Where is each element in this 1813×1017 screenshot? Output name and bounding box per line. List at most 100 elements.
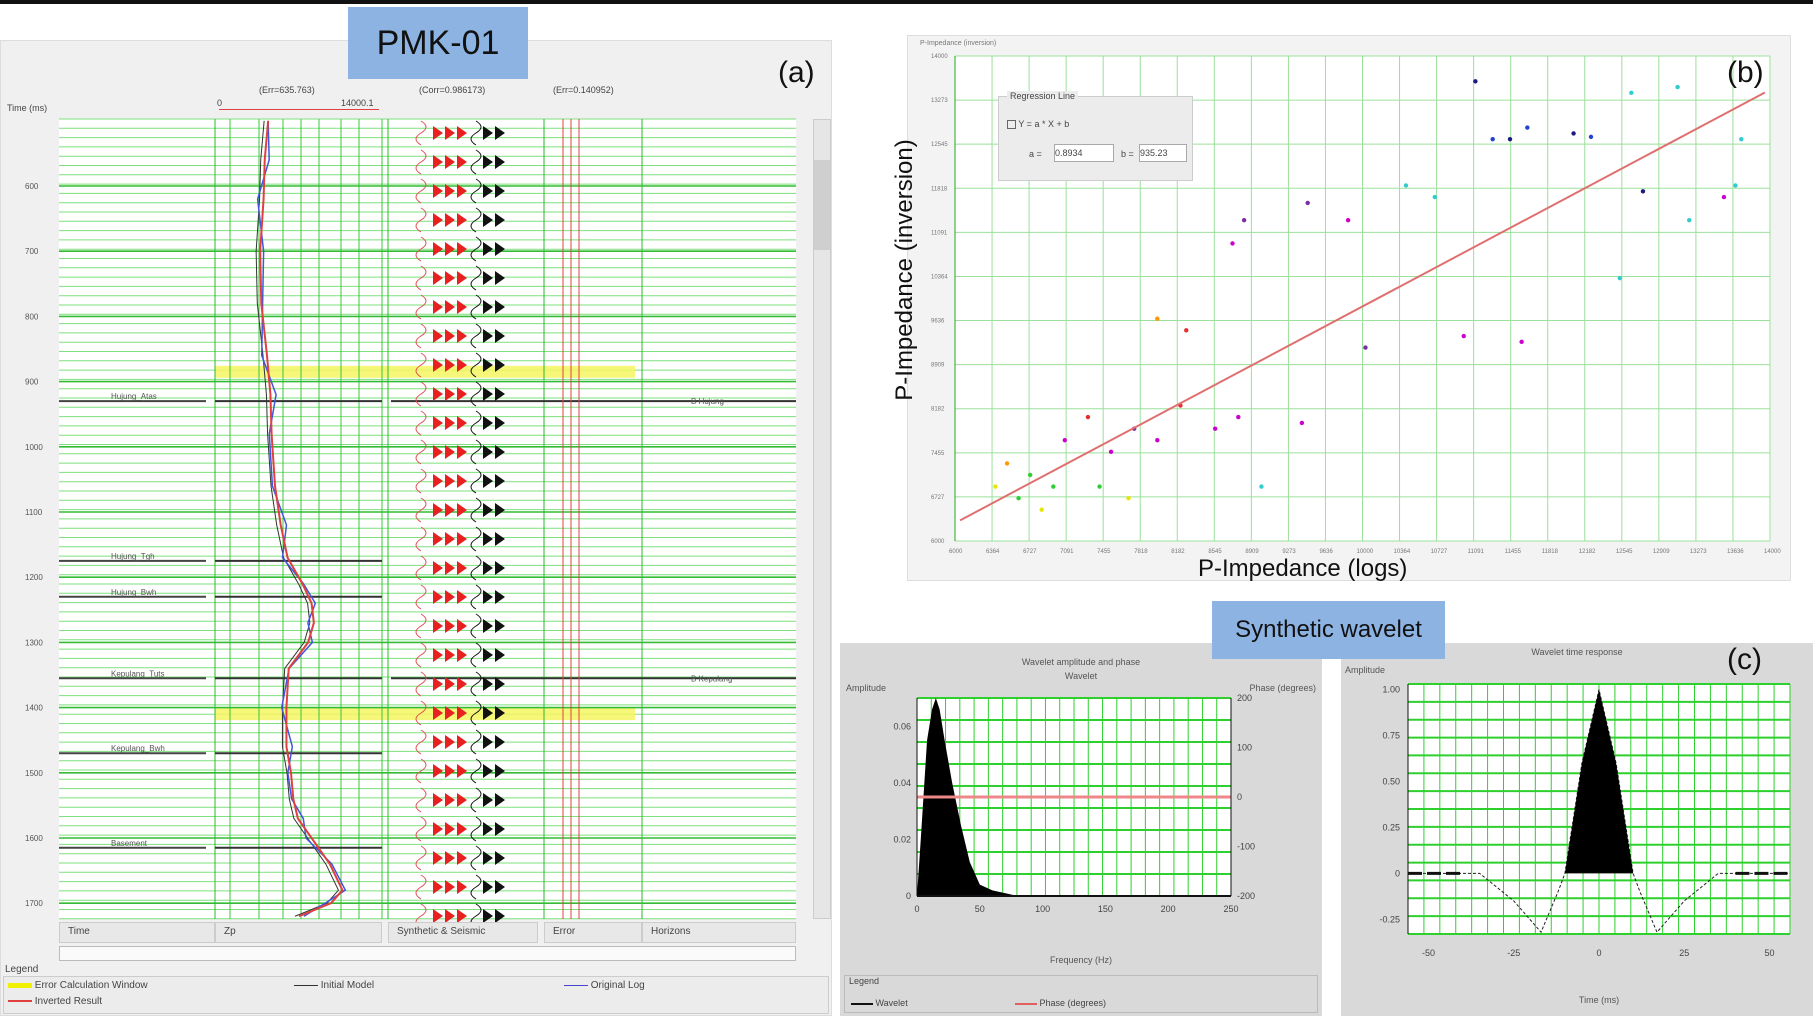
track-header-error[interactable]: Error <box>544 922 642 943</box>
data-point <box>1016 495 1021 501</box>
synthetic-trace-fill <box>445 561 455 575</box>
synthetic-trace <box>415 323 427 349</box>
scroll-thumb[interactable] <box>814 160 830 250</box>
synthetic-trace-fill <box>445 329 455 343</box>
seismic-trace <box>470 613 482 639</box>
data-point <box>1640 189 1646 194</box>
synthetic-trace-fill <box>433 677 443 691</box>
synthetic-trace-fill <box>433 822 443 836</box>
synthetic-trace-fill <box>457 822 467 836</box>
data-point <box>1051 484 1056 489</box>
legend-box: Error Calculation Window Inverted Result… <box>3 976 829 1014</box>
panel-a-label: (a) <box>778 56 815 89</box>
data-point <box>1571 131 1576 136</box>
track-header-horizons[interactable]: Horizons <box>642 922 796 943</box>
track-header-synthetic[interactable]: Synthetic & Seismic <box>388 922 538 943</box>
seismic-trace <box>470 323 482 349</box>
time-tick-label: 1400 <box>25 704 43 713</box>
synthetic-trace-fill <box>433 648 443 662</box>
synthetic-trace <box>415 816 427 842</box>
regression-checkbox[interactable] <box>1007 120 1016 130</box>
seismic-trace-fill <box>483 909 493 923</box>
data-point <box>1039 507 1044 512</box>
data-point <box>1062 438 1068 443</box>
synthetic-trace-fill <box>433 329 443 343</box>
synthetic-trace-fill <box>445 503 455 517</box>
synthetic-trace-fill <box>457 387 467 401</box>
crossplot-ylabel: P-Impedance (inversion) <box>891 139 918 401</box>
seismic-trace-fill <box>495 706 505 720</box>
synthetic-trace-fill <box>457 503 467 517</box>
y-tick-label: 0 <box>906 891 911 901</box>
wavelet-positive-fill <box>1564 689 1634 874</box>
data-point <box>1363 345 1368 350</box>
inverted-result-curve <box>259 120 344 918</box>
synthetic-trace <box>415 265 427 291</box>
synthetic-trace <box>415 178 427 204</box>
horizontal-scrollbar[interactable] <box>59 946 796 961</box>
data-point <box>1027 472 1033 478</box>
synthetic-trace-fill <box>457 764 467 778</box>
a-input[interactable] <box>1054 144 1114 162</box>
data-point <box>1403 183 1409 188</box>
synthetic-trace <box>415 729 427 755</box>
synthetic-trace-fill <box>433 242 443 256</box>
b-label: b = <box>1121 149 1134 159</box>
time-tick-label: 700 <box>25 247 39 256</box>
seismic-trace-fill <box>483 648 493 662</box>
horizon-label: Basement <box>111 839 148 848</box>
synthetic-trace-fill <box>457 213 467 227</box>
data-point <box>1490 136 1495 142</box>
synthetic-trace-fill <box>457 445 467 459</box>
legend-phase: Phase (degrees) <box>1015 998 1106 1008</box>
synthetic-trace-fill <box>445 735 455 749</box>
x-tick-label: 50 <box>1765 948 1775 958</box>
synthetic-trace-fill <box>433 416 443 430</box>
b-input[interactable] <box>1139 144 1187 162</box>
synthetic-trace-fill <box>433 735 443 749</box>
synthetic-trace-fill <box>445 445 455 459</box>
synthetic-trace-fill <box>457 793 467 807</box>
y2-tick-label: -100 <box>1237 842 1255 852</box>
data-point <box>1629 90 1634 96</box>
synthetic-trace-fill <box>445 474 455 488</box>
y2-tick-label: 100 <box>1237 743 1252 753</box>
crossplot-title: P-Impedance (inversion) <box>920 40 997 47</box>
seismic-trace-fill <box>495 503 505 517</box>
y-tick-label: 9636 <box>931 319 945 325</box>
horizon-label: Kepulang_Bwh <box>111 744 165 753</box>
track-header-time[interactable]: Time <box>59 922 215 943</box>
synthetic-trace <box>415 497 427 523</box>
synthetic-trace-fill <box>445 416 455 430</box>
x-tick-label: 8182 <box>1171 549 1185 555</box>
synthetic-trace-fill <box>433 532 443 546</box>
x-tick-label: 7091 <box>1060 549 1074 555</box>
synthetic-trace-fill <box>457 648 467 662</box>
seismic-trace-fill <box>483 735 493 749</box>
seismic-trace <box>470 845 482 871</box>
y-tick-label: 8909 <box>931 363 945 369</box>
seismic-trace-fill <box>495 793 505 807</box>
legend-inverted-result: Inverted Result <box>8 996 102 1007</box>
phase-label: Phase (degrees) <box>1249 683 1316 693</box>
synthetic-trace <box>415 149 427 175</box>
x-tick-label: 11818 <box>1542 549 1559 555</box>
synthetic-trace <box>415 642 427 668</box>
synthetic-wavelet-label: Synthetic wavelet <box>1212 601 1445 659</box>
y-tick-label: 0.75 <box>1382 730 1400 740</box>
synthetic-trace <box>415 410 427 436</box>
track-header-zp[interactable]: Zp <box>215 922 382 943</box>
data-point <box>1588 134 1594 140</box>
x-tick-label: 50 <box>975 904 985 914</box>
time-tick-label: 1600 <box>25 834 43 843</box>
data-point <box>1305 200 1310 206</box>
seismic-trace <box>470 265 482 291</box>
synthetic-trace-fill <box>433 503 443 517</box>
x-tick-label: 250 <box>1223 904 1238 914</box>
vertical-scrollbar[interactable] <box>813 119 831 919</box>
x-tick-label: 14000 <box>1764 549 1781 555</box>
synthetic-trace <box>415 787 427 813</box>
y-tick-label: 1.00 <box>1382 685 1400 695</box>
panel-b-label: (b) <box>1727 56 1764 89</box>
seismic-trace-fill <box>483 532 493 546</box>
